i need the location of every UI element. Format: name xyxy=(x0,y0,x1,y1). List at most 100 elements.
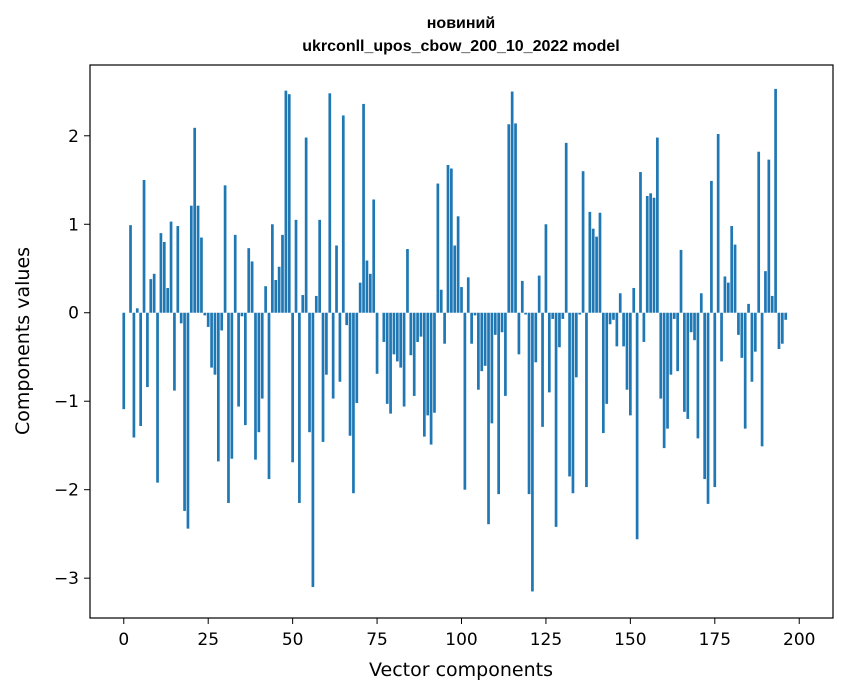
bar-112 xyxy=(500,312,504,333)
bar-46 xyxy=(277,266,281,313)
bar-51 xyxy=(294,219,298,313)
plot-frame xyxy=(89,64,834,619)
bar-47 xyxy=(281,234,284,313)
bar-67 xyxy=(348,312,352,436)
bar-49 xyxy=(287,94,291,313)
bar-119 xyxy=(524,312,528,315)
y-tick-label: −2 xyxy=(54,481,79,501)
x-tick-label: 150 xyxy=(614,630,646,650)
x-tick-label: 50 xyxy=(282,630,304,650)
bar-167 xyxy=(686,312,690,419)
bar-9 xyxy=(152,273,156,313)
bar-91 xyxy=(429,312,433,445)
bar-128 xyxy=(554,312,558,527)
bar-107 xyxy=(483,312,487,366)
bar-196 xyxy=(784,312,788,320)
bar-140 xyxy=(595,236,598,313)
bar-17 xyxy=(179,312,183,324)
bar-57 xyxy=(314,295,318,313)
bar-137 xyxy=(585,312,588,488)
bar-105 xyxy=(477,312,480,390)
bar-35 xyxy=(240,312,244,317)
bar-149 xyxy=(625,312,629,390)
bar-100 xyxy=(460,287,463,313)
x-tick-label: 125 xyxy=(530,630,562,650)
bar-155 xyxy=(645,195,649,313)
bar-73 xyxy=(368,273,372,313)
bar-153 xyxy=(639,172,642,313)
bar-102 xyxy=(466,277,470,313)
bar-132 xyxy=(568,312,571,477)
bar-6 xyxy=(142,180,146,313)
bar-135 xyxy=(578,312,582,315)
bar-124 xyxy=(541,312,544,427)
bar-85 xyxy=(409,312,413,356)
bar-39 xyxy=(254,312,257,460)
bar-33 xyxy=(233,234,237,313)
bar-154 xyxy=(642,312,646,342)
bar-123 xyxy=(537,275,541,313)
bar-103 xyxy=(470,312,473,344)
bar-109 xyxy=(490,312,494,424)
bar-40 xyxy=(257,312,261,433)
bar-56 xyxy=(311,312,315,588)
bar-180 xyxy=(730,226,734,313)
bar-15 xyxy=(173,312,176,391)
bar-106 xyxy=(480,312,484,372)
bar-171 xyxy=(699,293,703,313)
bar-16 xyxy=(176,226,180,313)
bar-77 xyxy=(382,312,386,342)
bar-169 xyxy=(693,312,696,341)
bar-138 xyxy=(588,211,592,313)
bar-116 xyxy=(514,123,517,313)
bar-18 xyxy=(183,312,186,511)
bar-68 xyxy=(352,312,355,494)
bar-30 xyxy=(223,185,227,313)
bar-110 xyxy=(493,312,497,335)
bar-104 xyxy=(473,312,477,316)
bar-152 xyxy=(635,312,639,540)
y-axis-label: Components values xyxy=(12,247,34,435)
bar-108 xyxy=(487,312,490,525)
bar-8 xyxy=(149,279,153,313)
bar-127 xyxy=(551,312,555,319)
bar-90 xyxy=(426,312,430,416)
bar-113 xyxy=(504,312,507,396)
bar-27 xyxy=(213,312,217,375)
bar-193 xyxy=(774,88,777,313)
bar-143 xyxy=(605,312,609,404)
bar-131 xyxy=(564,142,568,313)
bar-60 xyxy=(325,312,328,375)
bar-156 xyxy=(649,193,652,313)
bar-118 xyxy=(520,280,524,313)
bar-141 xyxy=(598,212,602,313)
bar-81 xyxy=(395,312,399,362)
bar-62 xyxy=(331,312,335,399)
bar-111 xyxy=(497,312,500,495)
bar-97 xyxy=(450,168,453,313)
bar-2 xyxy=(129,225,132,313)
bar-179 xyxy=(726,282,730,313)
bar-130 xyxy=(561,312,565,319)
bar-139 xyxy=(591,228,595,313)
y-tick-label: 2 xyxy=(68,127,79,147)
bar-190 xyxy=(764,271,767,313)
bar-21 xyxy=(193,127,197,313)
bar-165 xyxy=(679,249,683,313)
bar-37 xyxy=(247,248,251,313)
bar-22 xyxy=(196,205,200,313)
chart-title-line1: новиний xyxy=(427,15,495,32)
bar-98 xyxy=(453,245,457,313)
bar-41 xyxy=(260,312,264,399)
bar-136 xyxy=(581,171,585,313)
bars-group xyxy=(122,88,788,592)
bar-163 xyxy=(672,312,676,319)
bar-38 xyxy=(250,261,254,313)
bar-84 xyxy=(406,249,409,313)
bar-88 xyxy=(419,312,423,337)
bar-82 xyxy=(399,312,403,368)
bar-32 xyxy=(230,312,234,459)
bar-161 xyxy=(666,312,669,429)
bar-133 xyxy=(571,312,575,494)
y-tick-label: −3 xyxy=(54,569,79,589)
